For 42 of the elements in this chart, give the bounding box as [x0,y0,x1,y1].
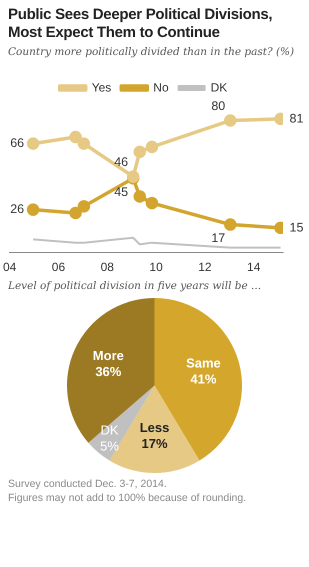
x-tick-label: 06 [52,260,66,274]
point [224,218,237,231]
point [26,137,40,150]
chart-subtitle: Country more politically divided than in the past? (%) [7,45,296,58]
data-label: 26 [10,202,24,216]
chart-title: Public Sees Deeper Political Divisions, Most Expect Them to Continue [7,5,274,43]
slice-label: More [92,348,124,363]
text: Survey conducted Dec. 3-7, 2014. [7,477,168,491]
point [134,146,146,158]
data-label: 17 [211,230,226,245]
data-label: 5% [100,438,120,454]
x-tick-label: 12 [198,260,212,274]
x-tick-label: 14 [247,260,261,274]
point [134,190,146,203]
x-tick-label: 10 [149,260,164,274]
slice-label: Same [186,356,221,371]
data-label: 66 [10,136,24,150]
data-label: 41% [190,372,217,387]
data-label: 36% [95,364,122,379]
point [146,140,158,154]
point [69,130,82,144]
legend-label: DK [210,80,228,94]
slice-label: DK [100,422,119,438]
point [26,203,40,216]
point [146,196,158,210]
data-label: 17% [141,436,168,451]
chart-subtitle: Level of political division in five years will be ... [6,279,262,292]
point [224,114,237,127]
legend-label: Yes [92,80,112,94]
point [69,206,82,220]
legend-label: No [153,80,169,94]
x-tick-label: 08 [100,260,114,274]
data-label: 46 [114,155,128,170]
point [78,200,90,213]
data-label: 81 [290,111,304,126]
x-tick-label: 04 [2,260,17,274]
slice-label: Less [140,420,170,435]
data-label: 45 [114,184,128,199]
text: Figures may not add to 100% because of rounding. [7,491,248,505]
point [78,137,90,150]
data-label: 80 [211,98,226,113]
data-label: 15 [290,220,304,234]
